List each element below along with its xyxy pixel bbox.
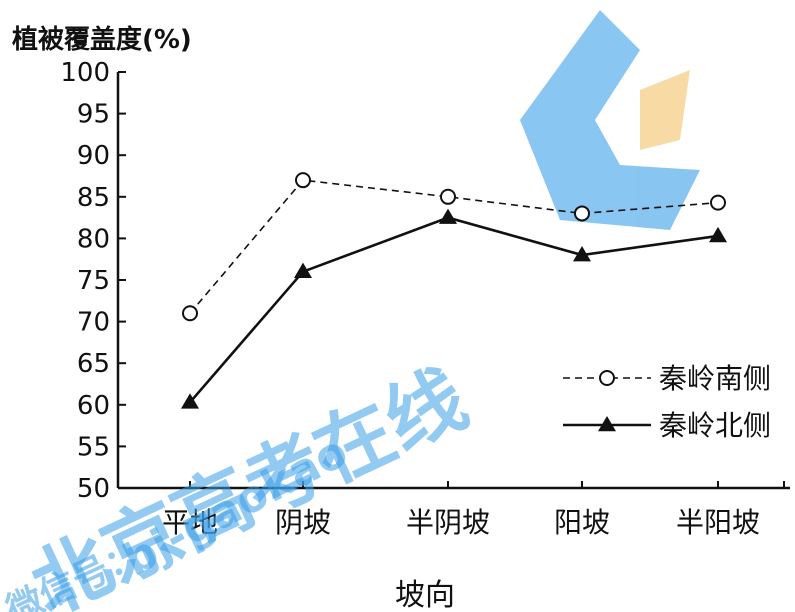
data-point	[181, 393, 199, 409]
data-point	[295, 172, 311, 189]
y-ticks: 50 55 60 65 70 75 80 85 90 95 100	[60, 58, 126, 504]
x-ticks: 平地 阴坡 半阴坡 阳坡 半阳坡	[162, 481, 785, 539]
data-point	[574, 205, 590, 222]
x-axis-title: 坡向	[395, 578, 455, 612]
legend-marker	[599, 370, 615, 386]
y-tick-label: 60	[77, 391, 110, 421]
data-point	[182, 305, 198, 322]
y-axis-title: 植被覆盖度(%)	[12, 24, 192, 55]
watermark-logo	[520, 10, 700, 230]
x-tick-label: 半阴坡	[406, 506, 490, 539]
series-layer	[181, 172, 727, 409]
data-point	[294, 262, 312, 278]
data-point	[573, 246, 591, 262]
y-tick-label: 75	[77, 266, 110, 296]
x-tick-label: 阴坡	[275, 506, 331, 539]
x-tick-label: 平地	[162, 506, 218, 539]
data-point	[709, 226, 727, 243]
y-tick-label: 50	[77, 474, 110, 504]
y-tick-label: 55	[77, 432, 110, 462]
x-tick-label: 半阳坡	[676, 506, 760, 539]
legend-label: 秦岭北侧	[659, 409, 771, 442]
legend-label: 秦岭南侧	[659, 362, 771, 395]
y-tick-label: 70	[77, 308, 110, 338]
y-tick-label: 85	[77, 183, 110, 213]
y-tick-label: 80	[77, 224, 110, 254]
y-tick-label: 95	[77, 100, 110, 130]
legend-marker	[598, 416, 616, 432]
y-tick-label: 65	[77, 349, 110, 379]
data-point	[440, 188, 456, 205]
y-tick-label: 100	[60, 58, 110, 88]
x-tick-label: 阳坡	[554, 506, 610, 539]
data-point	[710, 194, 726, 211]
series-line	[189, 216, 719, 404]
y-tick-label: 90	[77, 141, 110, 171]
data-point	[439, 208, 457, 224]
